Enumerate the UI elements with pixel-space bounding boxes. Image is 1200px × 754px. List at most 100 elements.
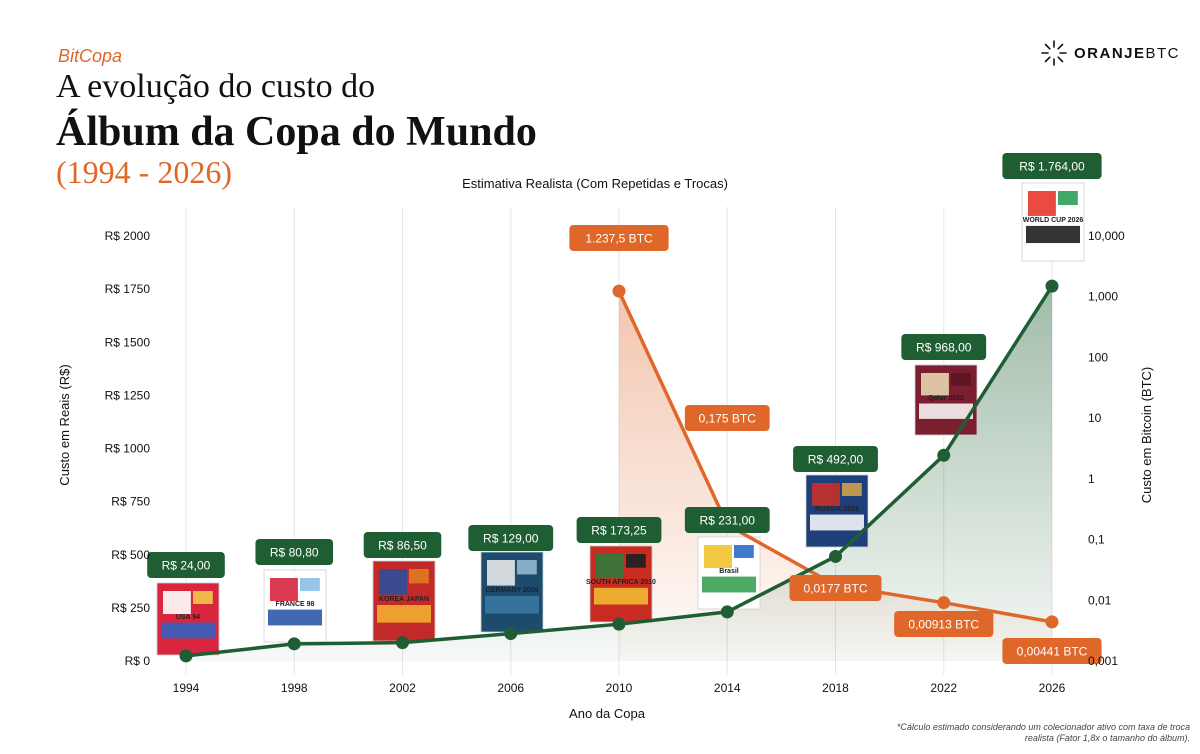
- brl-data-point: [287, 637, 301, 651]
- album-cover-emblem: [379, 569, 407, 595]
- album-cover-2022: Qatar 2022: [914, 364, 978, 436]
- album-cover-emblem: [704, 545, 732, 569]
- btc-data-label: 0,175 BTC: [684, 405, 770, 431]
- y-right-tick-label: 1: [1088, 472, 1095, 486]
- title-line-1: A evolução do custo do: [56, 68, 376, 105]
- btc-data-label: 1.237,5 BTC: [569, 225, 669, 251]
- title-years: (1994 - 2026): [56, 154, 232, 190]
- btc-data-label-box: [894, 611, 994, 637]
- y-right-tick-label: 10: [1088, 411, 1102, 425]
- brl-data-label-text: R$ 80,80: [270, 546, 319, 560]
- album-cover-emblem: [487, 560, 515, 586]
- x-tick-label: 2022: [930, 681, 957, 695]
- brl-data-point: [504, 627, 518, 641]
- brl-data-label-text: R$ 968,00: [916, 341, 972, 355]
- kicker-label: BitCopa: [58, 46, 123, 66]
- album-cover-accent: [950, 373, 971, 386]
- y-left-tick-label: R$ 0: [125, 654, 151, 668]
- album-cover-title: KOREA JAPAN: [379, 596, 429, 603]
- brl-data-point: [396, 636, 409, 650]
- brl-data-label-box: [793, 446, 878, 472]
- y-right-tick-label: 0,001: [1088, 654, 1118, 668]
- brand-logo: ORANJEBTC: [1040, 38, 1180, 68]
- album-cover-emblem: [1028, 191, 1056, 216]
- album-cover-title: FRANCE 98: [276, 601, 315, 608]
- brl-data-label: R$ 968,00: [901, 334, 987, 360]
- album-cover-1998: FRANCE 98: [263, 569, 327, 643]
- x-tick-label: 1998: [281, 681, 308, 695]
- x-tick-label: 2026: [1039, 681, 1066, 695]
- album-cover-title: Qatar 2022: [928, 395, 964, 402]
- y-left-tick-label: R$ 1750: [105, 282, 151, 296]
- btc-data-label: 0,00441 BTC: [1002, 638, 1102, 664]
- btc-data-label-text: 0,00913 BTC: [908, 618, 979, 632]
- album-cover-accent: [299, 578, 320, 591]
- brl-data-label: R$ 24,00: [147, 552, 225, 578]
- album-cover-band: [1026, 225, 1080, 244]
- album-cover-title: WORLD CUP 2026: [1023, 217, 1084, 224]
- brl-data-point: [612, 617, 626, 631]
- album-cover-accent: [192, 591, 213, 604]
- y-right-tick-label: 0,01: [1088, 593, 1112, 607]
- album-cover-accent: [841, 483, 862, 496]
- album-cover-2026: WORLD CUP 2026: [1021, 182, 1085, 262]
- x-tick-label: 2010: [606, 681, 633, 695]
- brl-data-label-box: [468, 525, 554, 551]
- brl-data-label: R$ 129,00: [468, 525, 554, 551]
- album-cover-accent: [1057, 191, 1078, 206]
- brl-data-label-box: [684, 507, 770, 533]
- btc-data-point: [937, 596, 951, 610]
- brl-data-point: [179, 649, 193, 663]
- album-cover-title: GERMANY 2006: [485, 587, 538, 594]
- btc-data-label-text: 1.237,5 BTC: [585, 232, 653, 246]
- y-left-tick-label: R$ 2000: [105, 229, 151, 243]
- brl-data-label-box: [147, 552, 225, 578]
- footnote: *Cálculo estimado considerando um coleci…: [896, 722, 1190, 744]
- x-tick-label: 2014: [714, 681, 741, 695]
- brl-data-label-box: [576, 517, 662, 543]
- album-cover-emblem: [596, 554, 624, 579]
- y-left-tick-label: R$ 250: [111, 601, 150, 615]
- btc-data-label-text: 0,0177 BTC: [803, 582, 867, 596]
- y-left-tick-label: R$ 1500: [105, 335, 151, 349]
- y-left-tick-label: R$ 500: [111, 548, 150, 562]
- album-cover-2006: GERMANY 2006: [480, 551, 544, 633]
- album-cover-1994: USA 94: [156, 582, 220, 656]
- album-cover-2014: Brasil: [697, 536, 761, 610]
- btc-data-label-box: [1002, 638, 1102, 664]
- btc-data-label-text: 0,00441 BTC: [1017, 645, 1088, 659]
- x-tick-label: 1994: [173, 681, 200, 695]
- brl-data-label: R$ 86,50: [363, 532, 442, 558]
- album-cover-2002: KOREA JAPAN: [372, 560, 436, 642]
- btc-data-point: [612, 284, 626, 298]
- album-cover-title: RUSSIA 2018: [815, 506, 859, 513]
- album-cover-title: USA 94: [176, 614, 200, 621]
- album-cover-2010: SOUTH AFRICA 2010: [586, 545, 656, 623]
- btc-data-label-box: [569, 225, 669, 251]
- x-axis-title: Ano da Copa: [569, 706, 646, 721]
- x-tick-label: 2006: [497, 681, 524, 695]
- y-right-tick-label: 1,000: [1088, 290, 1118, 304]
- brl-data-point: [937, 448, 951, 462]
- title-line-2: Álbum da Copa do Mundo: [56, 109, 537, 155]
- album-cover-band: [161, 622, 215, 639]
- brl-data-label: R$ 231,00: [684, 507, 770, 533]
- album-cover-title: SOUTH AFRICA 2010: [586, 579, 656, 586]
- brl-data-label: R$ 173,25: [576, 517, 662, 543]
- brl-data-label-text: R$ 129,00: [483, 532, 539, 546]
- x-tick-label: 2018: [822, 681, 849, 695]
- album-cover-emblem: [921, 373, 949, 396]
- y-right-tick-label: 10,000: [1088, 229, 1125, 243]
- brl-data-point: [720, 605, 734, 619]
- btc-data-label-text: 0,175 BTC: [699, 412, 757, 426]
- brl-data-label: R$ 80,80: [255, 539, 334, 565]
- y-left-tick-label: R$ 750: [111, 495, 150, 509]
- btc-data-point: [1045, 615, 1059, 629]
- brl-data-label-text: R$ 24,00: [162, 559, 211, 573]
- x-tick-label: 2002: [389, 681, 416, 695]
- album-cover-accent: [408, 569, 429, 584]
- album-cover-title: Brasil: [719, 568, 739, 575]
- y-right-tick-label: 100: [1088, 350, 1108, 364]
- brl-data-label-box: [1002, 153, 1102, 179]
